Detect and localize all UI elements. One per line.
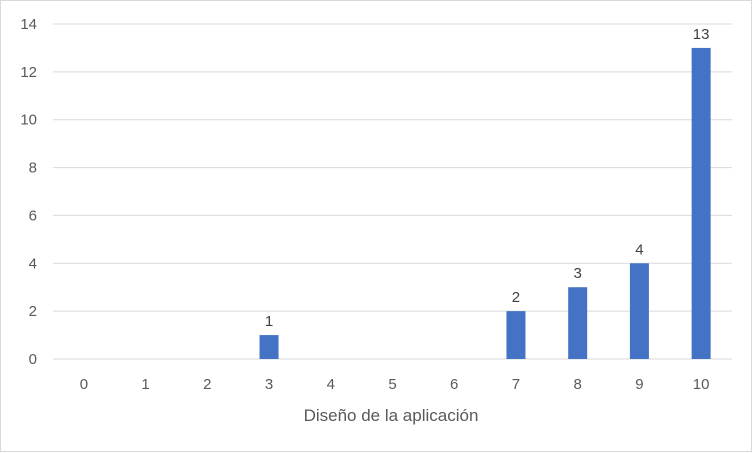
x-tick-label: 5 (388, 376, 396, 393)
x-tick-label: 6 (450, 376, 458, 393)
data-labels: 1 2 3 4 13 (265, 26, 710, 330)
x-tick-label: 2 (203, 376, 211, 393)
y-tick-label: 0 (29, 351, 37, 368)
data-label-9: 4 (635, 241, 643, 258)
y-tick-label: 6 (29, 207, 37, 224)
x-tick-label: 9 (635, 376, 643, 393)
gridlines (53, 23, 732, 360)
x-tick-label: 8 (574, 376, 582, 393)
x-tick-label: 1 (141, 376, 149, 393)
x-tick-label: 4 (327, 376, 335, 393)
x-tick-label: 3 (265, 376, 273, 393)
bar-10 (691, 47, 711, 360)
bar-3 (259, 335, 279, 359)
data-label-10: 13 (693, 26, 710, 43)
bars (259, 47, 711, 360)
x-tick-labels: 0 1 2 3 4 5 6 7 8 9 10 (80, 376, 710, 393)
data-label-8: 3 (574, 265, 582, 282)
bar-8 (568, 287, 588, 359)
y-tick-label: 2 (29, 303, 37, 320)
y-tick-label: 14 (20, 16, 37, 33)
x-tick-label: 7 (512, 376, 520, 393)
y-tick-label: 12 (20, 64, 37, 81)
y-tick-label: 8 (29, 160, 37, 177)
data-label-3: 1 (265, 313, 273, 330)
x-axis-title: Diseño de la aplicación (304, 406, 479, 425)
y-tick-labels: 0 2 4 6 8 10 12 14 (20, 16, 37, 368)
bar-9 (629, 263, 649, 359)
x-tick-label: 10 (693, 376, 710, 393)
y-tick-label: 10 (20, 112, 37, 129)
x-tick-label: 0 (80, 376, 88, 393)
bar-7 (506, 311, 526, 359)
y-tick-label: 4 (29, 255, 37, 272)
data-label-7: 2 (512, 289, 520, 306)
